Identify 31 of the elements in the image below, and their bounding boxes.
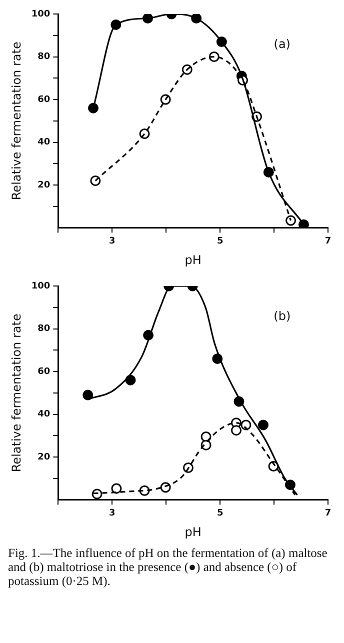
x-tick-label: 5	[216, 236, 224, 247]
point	[111, 483, 122, 494]
y-tick-label: 40	[38, 138, 50, 148]
point	[298, 219, 309, 228]
x-tick-label: 3	[109, 508, 116, 519]
annotation: (a)	[274, 37, 290, 52]
y-tick-label: 60	[38, 94, 50, 105]
x-axis-title: pH	[184, 252, 202, 267]
point	[90, 176, 101, 186]
x-tick-label: 5	[216, 508, 224, 519]
point	[82, 390, 94, 400]
x-tick-label: 7	[324, 236, 332, 247]
point	[258, 420, 268, 430]
y-tick-label: 80	[38, 324, 50, 334]
point	[231, 425, 242, 436]
x-tick-label: 7	[324, 508, 332, 519]
y-tick-label: 20	[38, 452, 50, 462]
y-tick-label: 100	[31, 281, 50, 292]
annotation: (b)	[274, 309, 291, 324]
y-axis-title: Relative fermentation rate	[9, 42, 24, 200]
y-tick-label: 60	[38, 366, 50, 377]
x-tick-label: 3	[109, 236, 116, 247]
point	[286, 215, 296, 226]
y-tick-label: 80	[38, 52, 50, 62]
x-axis-title: pH	[184, 524, 202, 539]
y-tick-label: 40	[38, 410, 50, 420]
y-axis-title: Relative fermentation rate	[9, 314, 24, 472]
point	[88, 102, 99, 114]
y-tick-label: 20	[38, 180, 50, 190]
y-tick-label: 100	[31, 9, 50, 20]
caption: Fig. 1.—The influence of pH on the fermentation of (a) maltose and (b) maltotriose in the presence (●) and absence (○) of potassium (0·25 M).	[7, 545, 328, 588]
